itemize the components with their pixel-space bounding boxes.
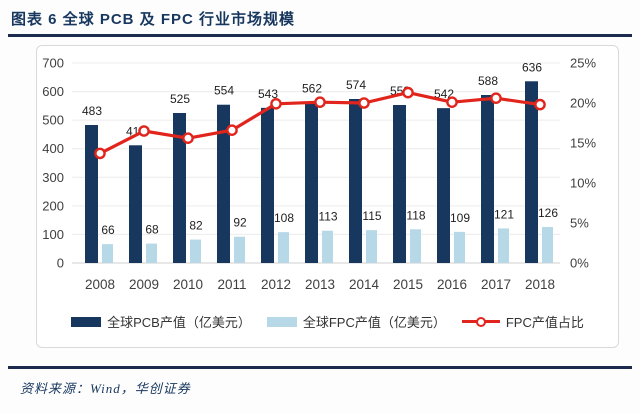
svg-text:15%: 15% bbox=[570, 136, 596, 151]
legend-label-fpc: 全球FPC产值（亿美元） bbox=[302, 315, 446, 330]
svg-text:25%: 25% bbox=[570, 56, 596, 71]
figure-title: 图表 6 全球 PCB 及 FPC 行业市场规模 bbox=[11, 11, 296, 28]
svg-text:126: 126 bbox=[538, 206, 558, 220]
svg-text:108: 108 bbox=[274, 211, 294, 225]
svg-text:2017: 2017 bbox=[481, 277, 511, 292]
svg-text:115: 115 bbox=[362, 209, 381, 223]
svg-text:2015: 2015 bbox=[393, 277, 423, 292]
svg-text:574: 574 bbox=[346, 78, 366, 92]
svg-text:10%: 10% bbox=[570, 176, 596, 191]
svg-text:20%: 20% bbox=[570, 96, 596, 111]
ratio-line-marker bbox=[475, 316, 486, 327]
svg-text:2018: 2018 bbox=[525, 277, 555, 292]
report-figure: 图表 6 全球 PCB 及 FPC 行业市场规模 0 100 200 300 400 50… bbox=[0, 5, 640, 413]
svg-text:700: 700 bbox=[42, 56, 64, 71]
svg-text:2016: 2016 bbox=[437, 277, 467, 292]
svg-text:554: 554 bbox=[214, 84, 234, 98]
svg-text:118: 118 bbox=[406, 208, 425, 222]
svg-text:0: 0 bbox=[57, 256, 64, 271]
legend-label-pcb: 全球PCB产值（亿美元） bbox=[107, 315, 251, 330]
svg-text:66: 66 bbox=[101, 223, 115, 237]
legend-label-ratio: FPC产值占比 bbox=[505, 315, 584, 330]
figure-header: 图表 6 全球 PCB 及 FPC 行业市场规模 bbox=[8, 5, 632, 37]
svg-text:68: 68 bbox=[145, 223, 159, 237]
footer-divider bbox=[8, 366, 632, 369]
legend-item-fpc: 全球FPC产值（亿美元） bbox=[266, 312, 446, 331]
svg-text:200: 200 bbox=[42, 198, 64, 213]
svg-text:2012: 2012 bbox=[261, 277, 291, 292]
ratio-line-swatch bbox=[461, 316, 500, 327]
fpc-bar-swatch bbox=[266, 316, 297, 327]
svg-text:109: 109 bbox=[450, 211, 470, 225]
pcb-bar-swatch bbox=[71, 316, 102, 327]
svg-text:525: 525 bbox=[170, 92, 190, 106]
svg-text:543: 543 bbox=[258, 87, 278, 101]
svg-text:113: 113 bbox=[318, 210, 337, 224]
svg-text:300: 300 bbox=[42, 170, 64, 185]
svg-text:588: 588 bbox=[478, 74, 498, 88]
svg-text:2008: 2008 bbox=[85, 277, 115, 292]
svg-text:500: 500 bbox=[42, 113, 64, 128]
legend-item-pcb: 全球PCB产值（亿美元） bbox=[71, 312, 251, 331]
svg-text:82: 82 bbox=[189, 219, 203, 233]
chart-panel: 0 100 200 300 400 500 600 700 0% 5% 10% 15% 20% 25% 48… bbox=[36, 45, 619, 348]
source-note: 资料来源：Wind，华创证券 bbox=[20, 381, 191, 396]
legend-item-ratio: FPC产值占比 bbox=[461, 312, 584, 331]
svg-text:636: 636 bbox=[522, 60, 542, 74]
svg-text:2010: 2010 bbox=[173, 277, 203, 292]
svg-text:400: 400 bbox=[42, 141, 64, 156]
svg-text:5%: 5% bbox=[570, 216, 589, 231]
svg-text:2014: 2014 bbox=[349, 277, 380, 292]
svg-text:92: 92 bbox=[233, 216, 247, 230]
svg-text:2009: 2009 bbox=[129, 277, 159, 292]
figure-footer: 资料来源：Wind，华创证券 bbox=[0, 366, 640, 397]
svg-text:121: 121 bbox=[494, 207, 514, 221]
chart-legend: 全球PCB产值（亿美元） 全球FPC产值（亿美元） FPC产值占比 bbox=[37, 312, 618, 331]
svg-text:600: 600 bbox=[42, 84, 64, 99]
svg-text:2013: 2013 bbox=[305, 277, 335, 292]
svg-text:562: 562 bbox=[302, 81, 322, 95]
svg-text:2011: 2011 bbox=[217, 277, 246, 292]
svg-text:0%: 0% bbox=[570, 256, 589, 271]
svg-text:483: 483 bbox=[82, 104, 102, 118]
svg-text:100: 100 bbox=[42, 227, 64, 242]
plot-svg: 0 100 200 300 400 500 600 700 0% 5% 10% 15% 20% 25% 48… bbox=[42, 56, 596, 293]
